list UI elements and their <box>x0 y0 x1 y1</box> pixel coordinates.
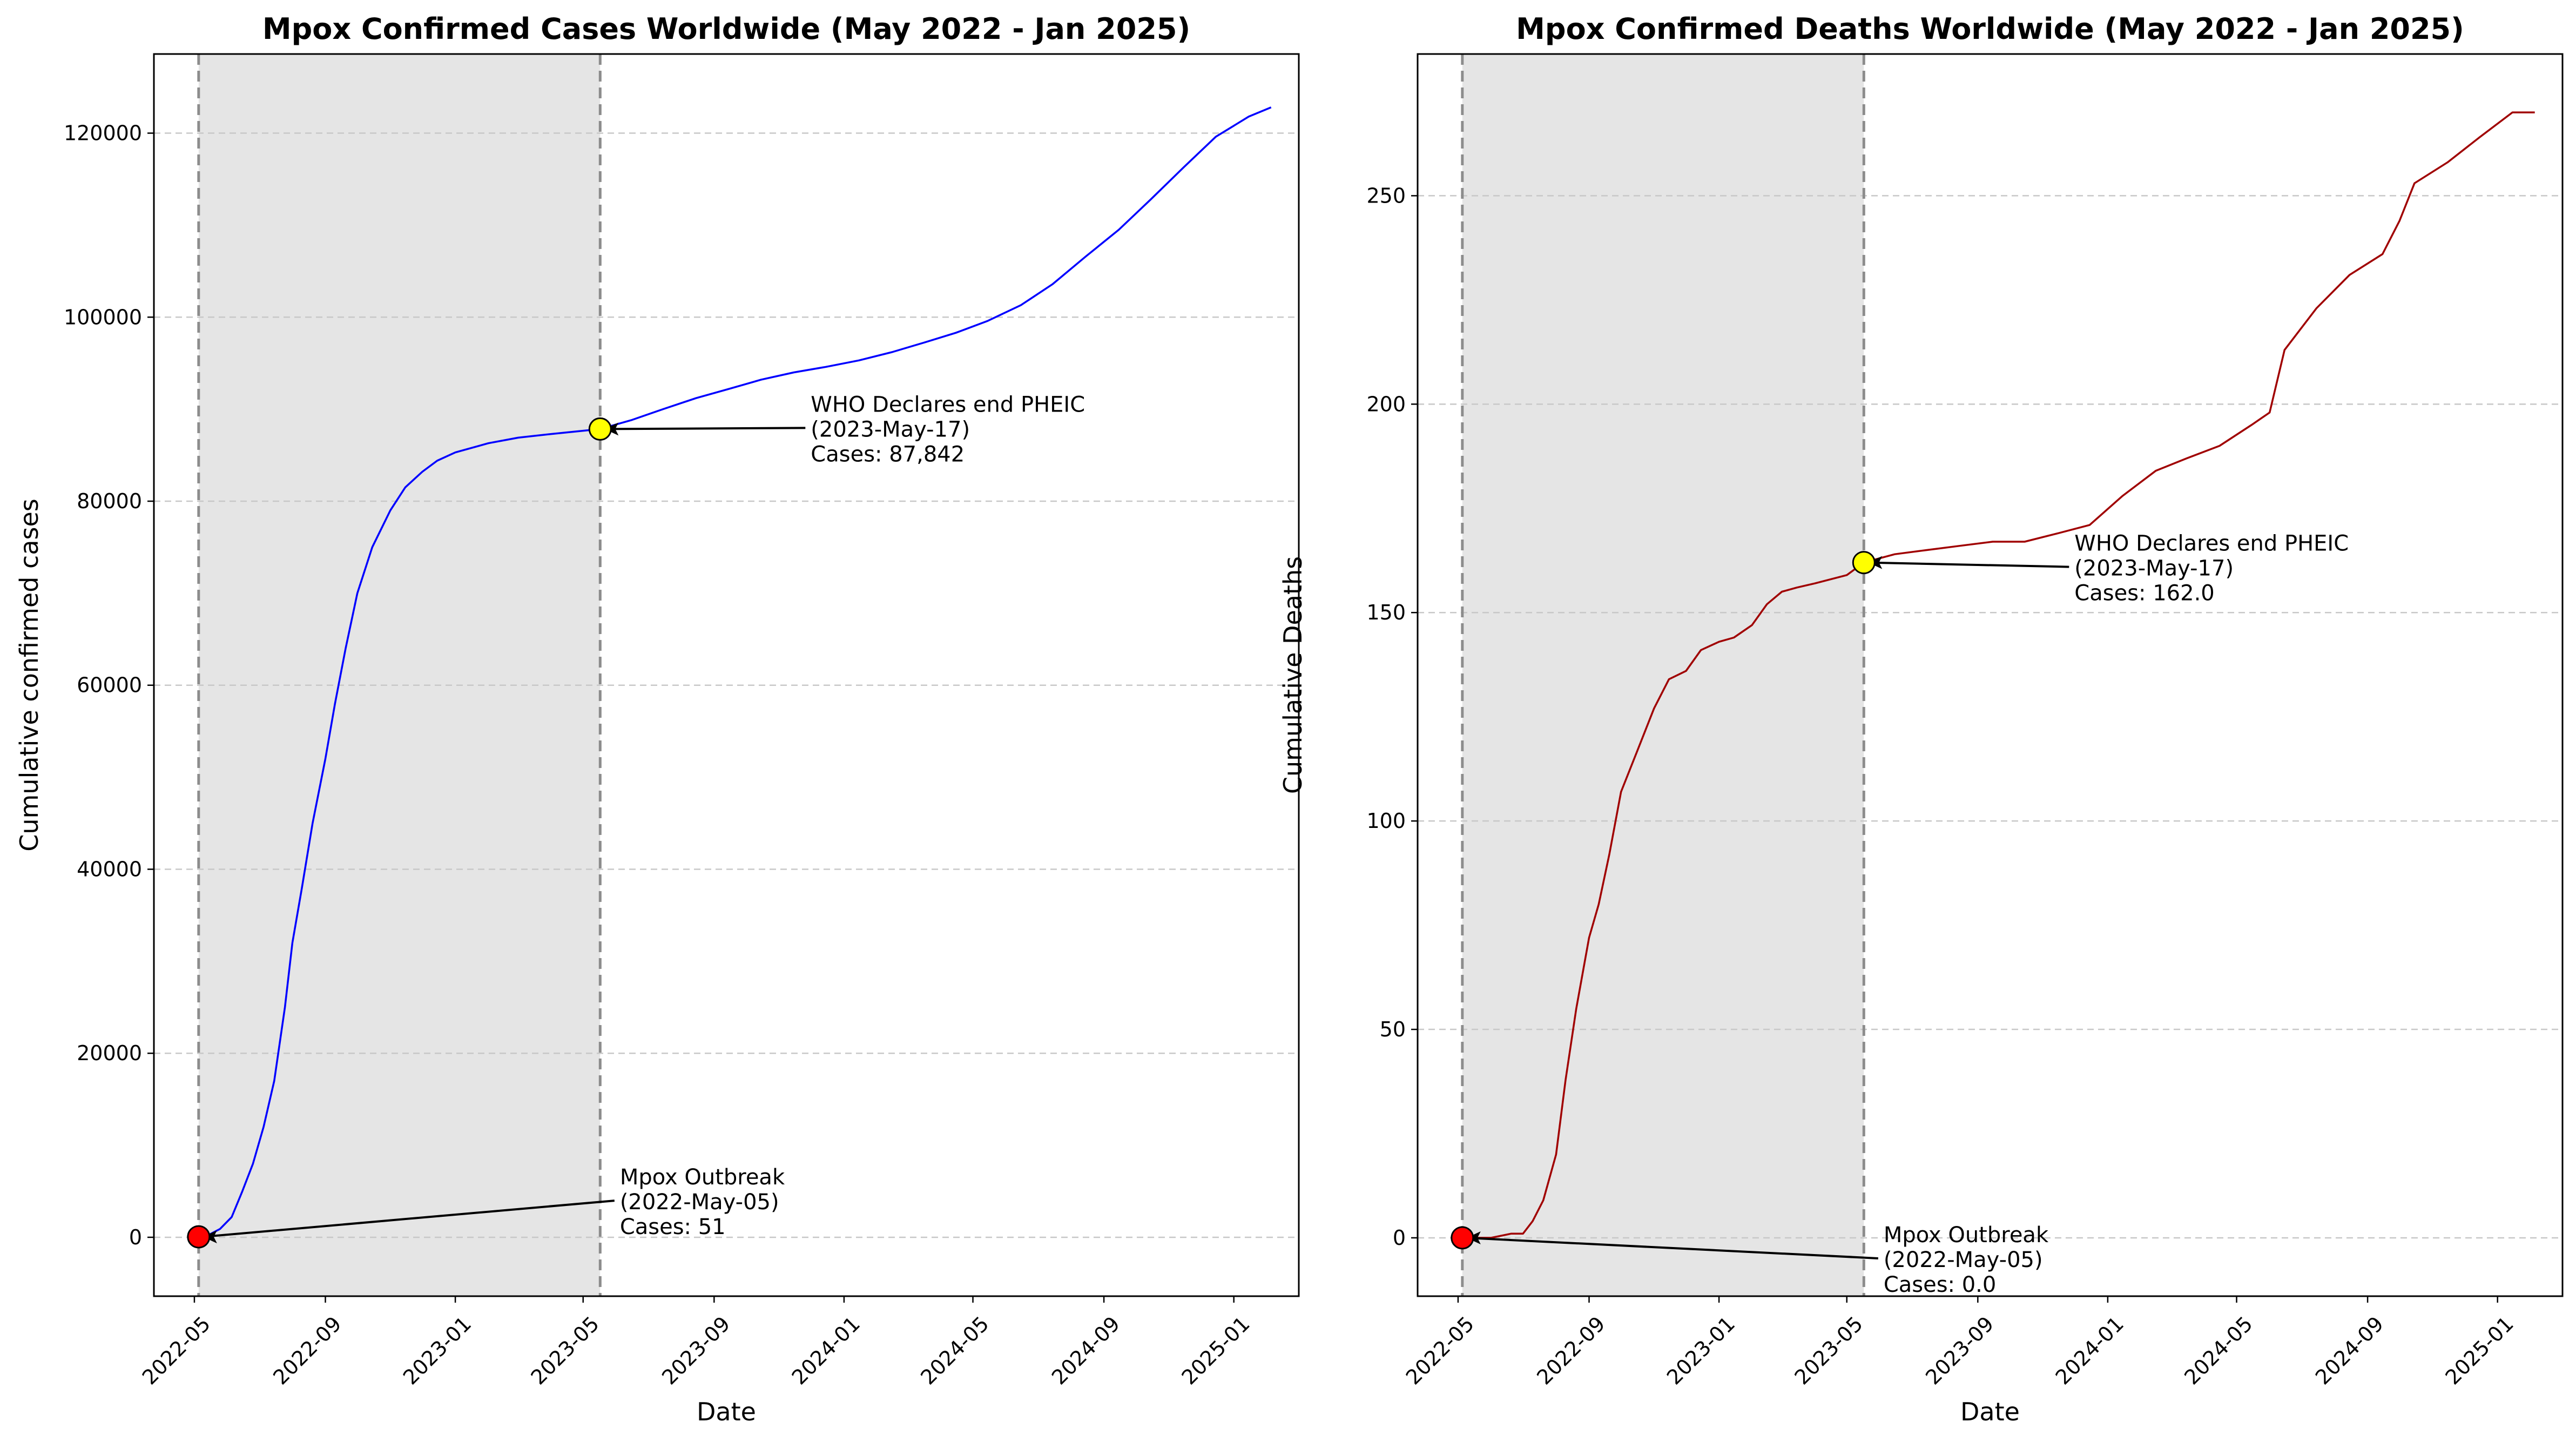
chart-panel-2: 0 50 100 150 200 250 2022-05 2022-09 2023-01 2023… <box>1278 12 2564 1426</box>
y-tick-label: 50 <box>1380 1018 1406 1041</box>
y-tick-label: 200 <box>1366 392 1406 416</box>
y-tick-label: 150 <box>1366 601 1406 624</box>
y-tick-label: 120000 <box>64 122 142 145</box>
annotation-text: Mpox Outbreak <box>620 1165 785 1190</box>
y-axis-label: Cumulative confirmed cases <box>15 498 44 851</box>
annotation-text: (2022-May-05) <box>1884 1248 2043 1272</box>
y-tick-label: 0 <box>1393 1226 1406 1250</box>
x-tick-label: 2023-09 <box>1921 1312 1998 1389</box>
x-tick-label: 2024-05 <box>916 1312 993 1389</box>
y-tick-label: 60000 <box>77 673 142 697</box>
y-tick-label: 80000 <box>77 489 142 513</box>
annotation-arrow <box>203 1200 615 1238</box>
annotation-text: (2023-May-17) <box>811 417 970 442</box>
x-tick-label: 2023-01 <box>399 1312 476 1389</box>
annotation-text: (2022-May-05) <box>620 1190 779 1215</box>
chart-title: Mpox Confirmed Cases Worldwide (May 2022… <box>262 12 1190 46</box>
y-tick-label: 0 <box>129 1225 142 1249</box>
series-line <box>198 106 1272 1238</box>
annotation-text: Cases: 162.0 <box>2074 581 2214 606</box>
series-line <box>1462 111 2535 1239</box>
chart-panel-1: 0 20000 40000 60000 80000 100000 120000 2022-05… <box>15 12 1300 1426</box>
x-tick-label: 2024-05 <box>2180 1312 2257 1389</box>
axes-frame <box>1417 53 2564 1297</box>
x-tick-label: 2023-01 <box>1662 1312 1739 1389</box>
x-tick-label: 2023-05 <box>527 1312 604 1389</box>
x-tick-label: 2024-01 <box>787 1312 865 1389</box>
event-marker <box>1451 1226 1474 1250</box>
y-tick-label: 40000 <box>77 857 142 881</box>
annotation-arrow <box>604 427 806 430</box>
x-axis-label: Date <box>1960 1397 2020 1426</box>
x-tick-label: 2024-01 <box>2051 1312 2128 1389</box>
event-marker <box>588 417 612 441</box>
annotation-text: Cases: 0.0 <box>1884 1272 1997 1297</box>
annotation-text: WHO Declares end PHEIC <box>811 392 1085 417</box>
x-tick-label: 2022-09 <box>268 1312 346 1389</box>
y-tick-label: 100000 <box>64 305 142 329</box>
event-marker <box>1852 551 1876 575</box>
y-tick-label: 20000 <box>77 1041 142 1065</box>
x-axis-label: Date <box>697 1397 756 1426</box>
axes-frame <box>153 53 1300 1297</box>
x-tick-label: 2022-09 <box>1532 1312 1609 1389</box>
annotation-text: (2023-May-17) <box>2074 556 2234 581</box>
x-tick-label: 2023-09 <box>657 1312 734 1389</box>
x-tick-label: 2024-09 <box>1047 1312 1124 1389</box>
annotation-arrow <box>1868 561 2069 568</box>
pheic-period-shade <box>198 54 601 1296</box>
annotation-text: Cases: 51 <box>620 1215 726 1239</box>
x-tick-label: 2022-05 <box>138 1312 215 1389</box>
chart-title: Mpox Confirmed Deaths Worldwide (May 202… <box>1516 12 2464 46</box>
pheic-period-shade <box>1462 54 1864 1296</box>
annotation-text: Mpox Outbreak <box>1884 1223 2049 1248</box>
annotation-text: WHO Declares end PHEIC <box>2074 531 2349 556</box>
y-tick-label: 100 <box>1366 809 1406 833</box>
event-marker <box>187 1225 211 1249</box>
annotation-arrow <box>1466 1236 1878 1259</box>
annotation-text: Cases: 87,842 <box>811 442 965 467</box>
x-tick-label: 2023-05 <box>1790 1312 1867 1389</box>
x-tick-label: 2022-05 <box>1401 1312 1479 1389</box>
x-tick-label: 2024-09 <box>2311 1312 2388 1389</box>
x-tick-label: 2025-01 <box>2440 1312 2518 1389</box>
x-tick-label: 2025-01 <box>1177 1312 1254 1389</box>
y-axis-label: Cumulative Deaths <box>1278 556 1307 794</box>
y-tick-label: 250 <box>1366 184 1406 207</box>
